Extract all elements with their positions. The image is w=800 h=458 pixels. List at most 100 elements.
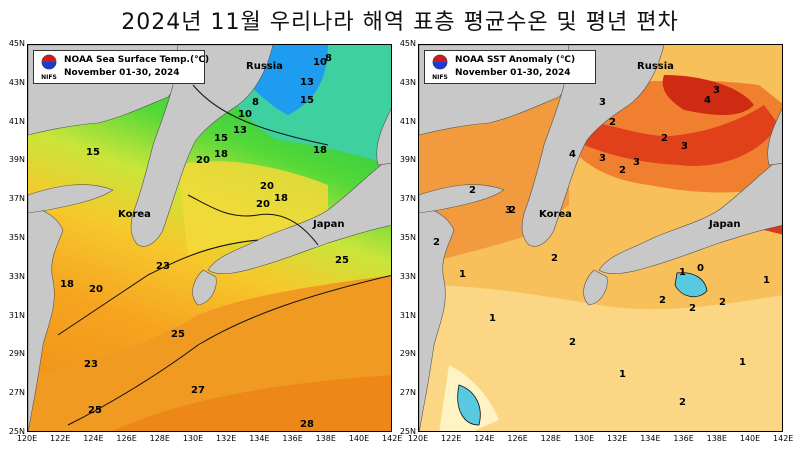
y-tick-label: 37N [8,194,25,204]
contour-label: 18 [214,149,228,160]
land-china-coast [419,204,455,431]
anom-negative-zone-sw [457,384,481,426]
contour-label: 2 [609,117,616,128]
y-tick-label: 45N [399,39,416,48]
contour-label: 20 [260,181,274,192]
contour-label: 27 [191,385,205,396]
anomaly-map: Russia Korea Japan 3 2 4 3 2 3 2 4 3 3 2… [418,44,783,432]
x-tick-label: 128E [149,434,170,443]
sst-map: Russia Korea Japan 10 8 13 15 10 8 13 15… [27,44,392,432]
contour-label: 2 [619,165,626,176]
x-tick-label: 126E [507,434,528,443]
land-japan-kyushu [192,269,217,306]
x-tick-label: 122E [441,434,462,443]
land-japan-honshu [207,156,391,275]
contour-label: 15 [214,133,228,144]
land-shandong [28,184,114,214]
x-tick-label: 124E [474,434,495,443]
land-japan-honshu [598,156,782,275]
anom-moderate-south [419,285,782,431]
y-tick-label: 39N [8,155,25,165]
contour-label: 23 [156,261,170,272]
y-tick-label: 35N [399,233,416,242]
contour-label: 2 [689,303,696,314]
land-korea [521,45,665,247]
x-tick-label: 142E [382,434,403,443]
y-tick-label: 33N [8,271,25,281]
contour-label: 18 [313,145,327,156]
place-japan: Japan [708,219,741,230]
contour-label: 2 [661,133,668,144]
place-korea: Korea [539,209,572,220]
land-korea [130,45,274,247]
contour-label: 2 [433,237,440,248]
isotherm-25 [67,274,391,426]
y-tick-label: 39N [399,155,416,165]
x-tick-label: 132E [607,434,628,443]
x-tick-label: 134E [640,434,661,443]
contour-label: 18 [60,279,74,290]
anomaly-legend-title: NOAA SST Anomaly (℃) [455,55,576,65]
contour-label: 3 [713,85,720,96]
contour-label: 3 [599,153,606,164]
contour-label: 25 [88,405,102,416]
anomaly-legend-period: November 01-30, 2024 [455,68,571,78]
nifs-logo-icon: NIFS [432,54,448,81]
land-japan-kyushu [583,269,608,306]
y-tick-label: 33N [399,271,416,281]
contour-label: 20 [196,155,210,166]
contour-label: 1 [679,267,686,278]
contour-label: 3 [681,141,688,152]
x-tick-label: 134E [249,434,270,443]
contour-label: 20 [256,199,270,210]
land-china-coast [28,204,64,431]
contour-label: 13 [233,125,247,136]
y-tick-label: 41N [8,116,25,126]
y-tick-label: 29N [8,349,25,359]
land-hokkaido [767,108,782,166]
x-tick-label: 120E [407,434,429,443]
x-tick-label: 120E [16,434,38,443]
x-tick-label: 132E [216,434,237,443]
contour-label: 2 [719,297,726,308]
y-tick-label: 25N [8,427,25,436]
y-tick-label: 37N [399,194,416,204]
contour-label: 2 [659,295,666,306]
contour-label: 4 [704,95,711,106]
contour-label: 18 [274,193,288,204]
anom-negative-zone-japan [674,272,708,298]
contour-label: 2 [569,337,576,348]
anom-high-zone [579,105,779,166]
x-tick-label: 124E [83,434,104,443]
contour-label: 23 [84,359,98,370]
x-tick-label: 126E [116,434,137,443]
isotherm-20 [57,239,259,336]
contour-label: 10 [238,109,252,120]
contour-label: 2 [551,253,558,264]
y-tick-label: 27N [399,388,416,398]
contour-label: 8 [252,97,259,108]
x-tick-label: 142E [773,434,794,443]
sst-legend-title: NOAA Sea Surface Temp.(℃) [64,55,210,65]
contour-label: 3 [505,205,512,216]
contour-label: 4 [569,149,576,160]
place-russia: Russia [246,61,283,72]
contour-label: 20 [89,284,103,295]
y-tick-label: 31N [399,310,416,320]
contour-label: 1 [489,313,496,324]
sst-warmest-zone [112,375,391,431]
page-title: 2024년 11월 우리나라 해역 표층 평균수온 및 평년 편차 [121,10,679,35]
contour-label: 2 [469,185,476,196]
contour-label: 13 [300,77,314,88]
y-tick-label: 27N [8,388,25,398]
x-tick-label: 128E [540,434,561,443]
anomaly-map-panel: Russia Korea Japan 3 2 4 3 2 3 2 4 3 3 2… [418,44,783,432]
place-japan: Japan [312,219,345,230]
contour-label: 0 [697,263,704,274]
contour-label: 8 [325,53,332,64]
contour-label: 15 [86,147,100,158]
contour-label: 1 [763,275,770,286]
contour-label: 10 [313,57,327,68]
anom-highest-zone [662,75,754,115]
y-tick-label: 35N [8,233,25,242]
